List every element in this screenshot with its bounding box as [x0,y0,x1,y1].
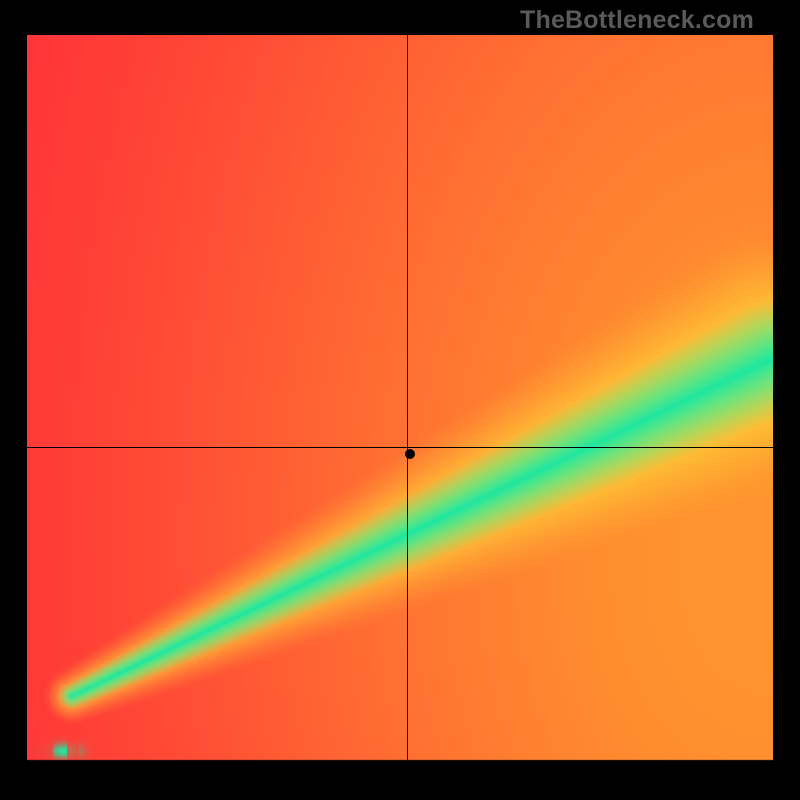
chart-frame: TheBottleneck.com [0,0,800,800]
marker-dot [405,449,415,459]
crosshair-horizontal [27,447,773,448]
watermark-text: TheBottleneck.com [520,6,754,35]
plot-area [27,35,773,770]
crosshair-vertical [407,35,408,760]
heatmap-canvas [27,35,773,770]
